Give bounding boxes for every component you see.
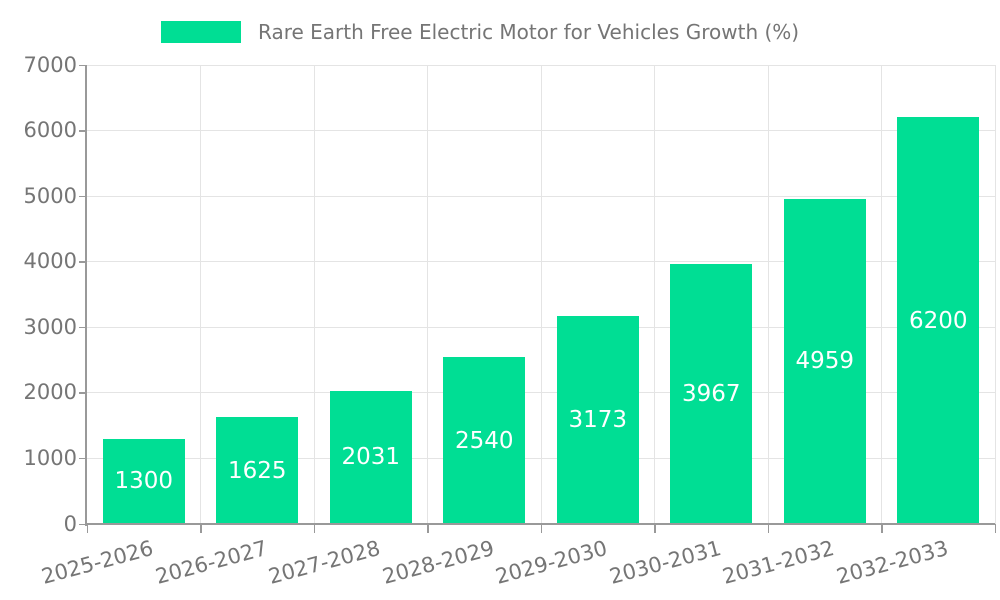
y-tick [79,64,87,66]
x-axis-line [85,523,995,525]
legend-swatch [161,21,241,43]
bar [443,357,526,524]
x-tick [427,524,429,533]
y-tick-label: 1000 [23,445,77,470]
x-tick [881,524,883,533]
bar-value-label: 4959 [795,348,855,375]
x-tick-label: 2030-2031 [606,536,724,589]
y-tick-label: 7000 [23,52,77,77]
bar-value-label: 1625 [227,457,287,484]
x-tick [86,524,88,533]
bar-value-label: 1300 [114,468,174,495]
y-tick [79,457,87,460]
bar [329,390,412,524]
y-tick [79,195,87,198]
x-tick-label: 2029-2030 [493,536,610,589]
gridline-v [654,65,655,524]
y-tick [79,261,87,263]
gridline-v [767,65,769,524]
gridline-v [994,65,996,524]
bar-value-label: 3967 [681,380,741,407]
y-tick-label: 6000 [23,118,77,143]
x-tick-label: 2027-2028 [266,536,383,589]
x-tick [994,524,996,533]
bar-value-label: 3173 [568,406,628,433]
y-tick-label: 3000 [23,314,77,339]
bar [556,315,639,524]
x-tick [540,524,542,533]
bar [102,438,185,524]
x-tick [313,524,315,533]
y-tick-label: 5000 [23,183,77,208]
x-tick-label: 2025-2026 [39,536,156,589]
bar [897,117,980,524]
x-tick [654,524,656,533]
x-tick-label: 2028-2029 [379,536,497,589]
x-tick [767,524,769,533]
gridline-v [540,65,542,524]
bar [670,263,753,524]
gridline-v [200,65,201,524]
bar-value-label: 2540 [454,427,514,454]
x-tick-label: 2031-2032 [720,536,837,589]
y-tick-label: 4000 [23,249,77,274]
gridline-v [427,65,428,524]
x-tick-label: 2032-2033 [833,536,951,589]
y-tick-label: 0 [63,511,77,536]
y-tick [79,326,87,329]
y-tick [79,392,87,394]
y-tick-label: 2000 [23,380,77,405]
y-tick [79,523,87,525]
bar-value-label: 6200 [908,307,968,334]
y-axis-line [85,65,87,526]
bar [216,417,299,524]
gridline-v [313,65,315,524]
x-tick-label: 2026-2027 [152,536,270,589]
legend-item[interactable]: Rare Earth Free Electric Motor for Vehic… [161,18,799,46]
bar-value-label: 2031 [341,444,401,471]
gridline-v [881,65,882,524]
legend-label: Rare Earth Free Electric Motor for Vehic… [258,20,800,44]
x-tick [200,524,202,533]
bar [783,198,866,524]
y-tick [79,130,87,132]
